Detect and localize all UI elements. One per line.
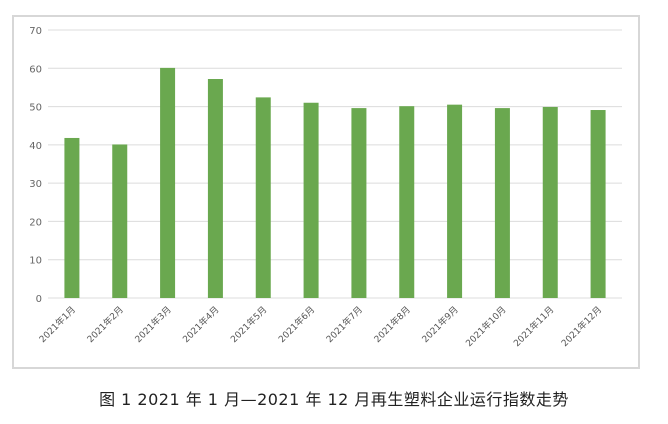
bar xyxy=(160,67,176,298)
x-tick-label: 2021年4月 xyxy=(180,304,221,345)
bar xyxy=(64,137,80,298)
x-tick-label: 2021年6月 xyxy=(276,304,317,345)
x-tick-label: 2021年7月 xyxy=(324,304,365,345)
bar xyxy=(447,104,463,299)
x-tick-label: 2021年11月 xyxy=(511,304,557,350)
bar xyxy=(351,108,367,298)
bar xyxy=(542,106,558,298)
x-tick-label: 2021年3月 xyxy=(132,304,173,345)
y-tick-label: 0 xyxy=(36,294,42,305)
x-tick-label: 2021年5月 xyxy=(228,304,269,345)
x-tick-label: 2021年12月 xyxy=(559,304,605,350)
x-tick-label: 2021年1月 xyxy=(37,304,78,345)
y-tick-label: 60 xyxy=(29,64,42,75)
x-tick-label: 2021年2月 xyxy=(84,304,125,345)
y-tick-label: 20 xyxy=(29,217,42,228)
y-tick-label: 30 xyxy=(29,179,42,190)
bar xyxy=(112,144,128,298)
y-tick-label: 50 xyxy=(29,103,42,114)
y-tick-label: 40 xyxy=(29,141,42,152)
x-tick-label: 2021年9月 xyxy=(419,304,460,345)
figure-caption: 图 1 2021 年 1 月—2021 年 12 月再生塑料企业运行指数走势 xyxy=(99,390,569,409)
y-tick-label: 70 xyxy=(29,26,42,37)
bar xyxy=(303,102,319,298)
bar xyxy=(494,108,510,298)
x-tick-label: 2021年8月 xyxy=(371,304,412,345)
bar xyxy=(255,97,271,298)
y-tick-label: 10 xyxy=(29,256,42,267)
bar xyxy=(590,110,606,298)
bar xyxy=(399,106,415,298)
bar xyxy=(207,79,223,299)
x-tick-label: 2021年10月 xyxy=(463,304,509,350)
